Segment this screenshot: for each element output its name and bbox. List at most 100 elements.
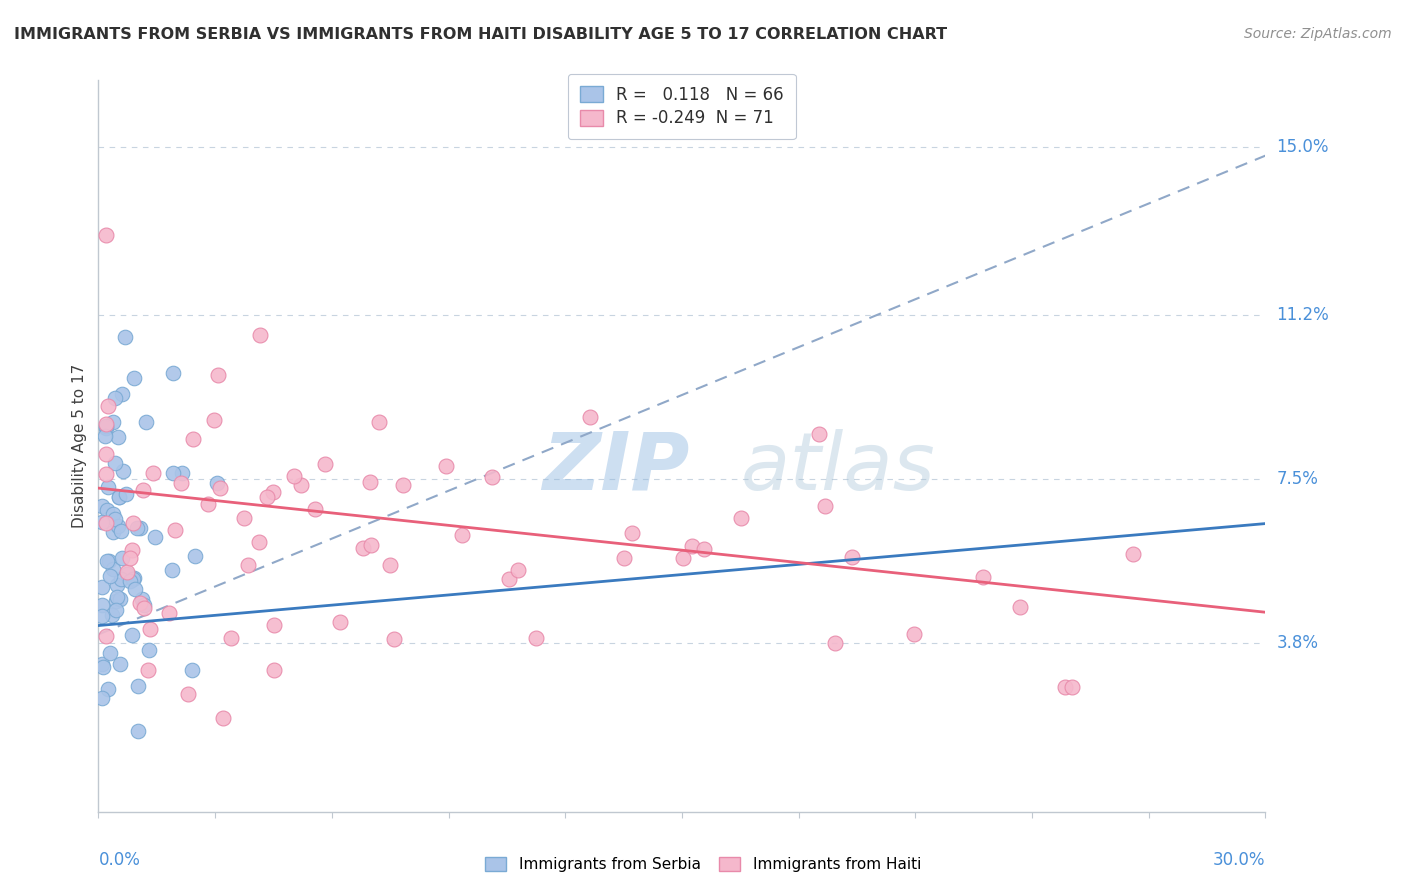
Point	[132, 599, 155, 613]
Point	[359, 475, 381, 490]
Point	[104, 511, 127, 525]
Point	[263, 618, 285, 632]
Text: atlas: atlas	[741, 429, 935, 507]
Point	[524, 631, 547, 645]
Legend: R =   0.118   N = 66, R = -0.249  N = 71: R = 0.118 N = 66, R = -0.249 N = 71	[568, 74, 796, 139]
Point	[110, 551, 132, 566]
Point	[221, 632, 243, 646]
Point	[96, 630, 118, 644]
Point	[824, 636, 846, 650]
Point	[1053, 680, 1076, 694]
Point	[160, 562, 183, 576]
Point	[367, 415, 389, 429]
Point	[125, 521, 148, 535]
Point	[96, 417, 118, 431]
Point	[108, 591, 131, 606]
Point	[247, 535, 270, 549]
Point	[207, 368, 229, 382]
Point	[352, 541, 374, 555]
Point	[114, 329, 136, 343]
Point	[93, 429, 115, 443]
Legend: Immigrants from Serbia, Immigrants from Haiti: Immigrants from Serbia, Immigrants from …	[478, 849, 928, 880]
Point	[135, 415, 157, 429]
Point	[814, 499, 837, 513]
Point	[807, 427, 830, 442]
Point	[107, 430, 129, 444]
Point	[139, 622, 162, 636]
Point	[121, 542, 143, 557]
Point	[212, 711, 235, 725]
Point	[129, 520, 152, 534]
Point	[98, 554, 121, 568]
Point	[94, 418, 117, 433]
Point	[105, 578, 128, 592]
Point	[256, 490, 278, 504]
Point	[434, 459, 457, 474]
Point	[197, 497, 219, 511]
Point	[96, 503, 118, 517]
Point	[107, 490, 129, 504]
Point	[127, 723, 149, 738]
Point	[730, 511, 752, 525]
Point	[202, 413, 225, 427]
Point	[508, 563, 530, 577]
Text: 7.5%: 7.5%	[1277, 470, 1319, 488]
Point	[115, 486, 138, 500]
Point	[128, 595, 150, 609]
Point	[972, 570, 994, 584]
Y-axis label: Disability Age 5 to 17: Disability Age 5 to 17	[72, 364, 87, 528]
Point	[378, 558, 401, 572]
Point	[138, 643, 160, 657]
Point	[360, 538, 382, 552]
Text: IMMIGRANTS FROM SERBIA VS IMMIGRANTS FROM HAITI DISABILITY AGE 5 TO 17 CORRELATI: IMMIGRANTS FROM SERBIA VS IMMIGRANTS FRO…	[14, 27, 948, 42]
Point	[96, 467, 118, 482]
Point	[177, 688, 200, 702]
Point	[170, 475, 193, 490]
Point	[108, 490, 131, 504]
Point	[142, 466, 165, 480]
Point	[97, 681, 120, 696]
Point	[101, 562, 124, 576]
Point	[122, 516, 145, 530]
Point	[91, 657, 114, 672]
Text: Source: ZipAtlas.com: Source: ZipAtlas.com	[1244, 27, 1392, 41]
Point	[91, 516, 114, 530]
Point	[903, 627, 925, 641]
Point	[96, 447, 118, 461]
Point	[162, 366, 184, 380]
Point	[262, 484, 284, 499]
Point	[91, 580, 114, 594]
Point	[236, 558, 259, 573]
Point	[121, 628, 143, 642]
Point	[621, 525, 644, 540]
Point	[122, 371, 145, 385]
Point	[329, 615, 352, 629]
Point	[121, 572, 143, 586]
Point	[97, 400, 120, 414]
Point	[162, 466, 184, 480]
Point	[382, 632, 405, 646]
Point	[290, 478, 312, 492]
Text: 15.0%: 15.0%	[1277, 137, 1329, 156]
Point	[104, 603, 127, 617]
Point	[111, 386, 134, 401]
Point	[127, 679, 149, 693]
Point	[115, 566, 138, 581]
Point	[101, 508, 124, 522]
Point	[115, 565, 138, 579]
Point	[96, 516, 118, 530]
Point	[98, 569, 121, 583]
Point	[94, 421, 117, 435]
Point	[96, 228, 118, 243]
Point	[304, 501, 326, 516]
Point	[134, 601, 156, 615]
Point	[450, 528, 472, 542]
Point	[232, 511, 254, 525]
Point	[108, 657, 131, 671]
Point	[112, 465, 135, 479]
Point	[314, 457, 336, 471]
Text: 11.2%: 11.2%	[1277, 306, 1329, 324]
Point	[157, 606, 180, 620]
Point	[91, 690, 114, 705]
Point	[672, 551, 695, 566]
